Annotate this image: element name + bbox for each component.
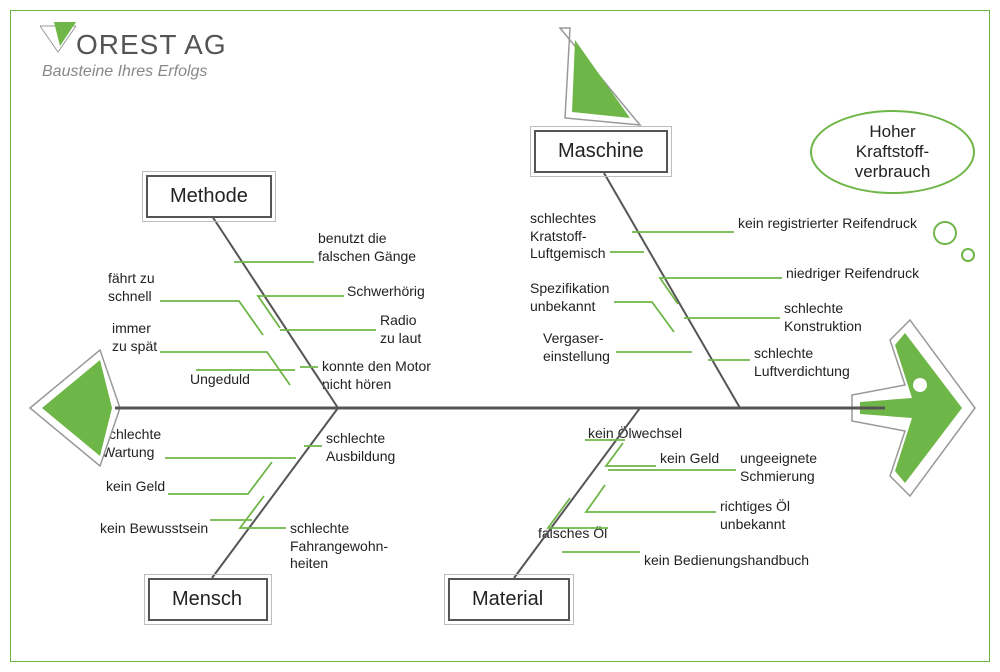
category-box-methode: Methode xyxy=(146,175,272,218)
category-box-mensch: Mensch xyxy=(148,578,268,621)
category-box-maschine: Maschine xyxy=(534,130,668,173)
fishbone-svg xyxy=(0,0,1000,672)
category-box-material: Material xyxy=(448,578,570,621)
